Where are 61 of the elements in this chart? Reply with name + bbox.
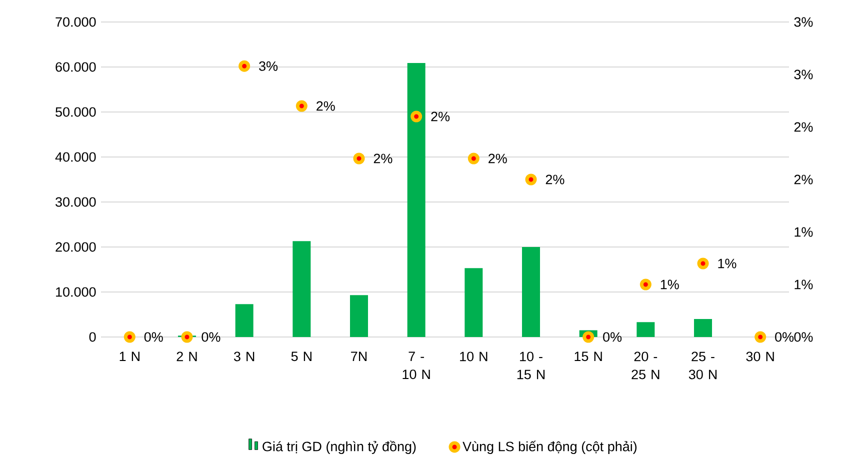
data-label: 1% bbox=[718, 258, 736, 268]
data-label: 0% bbox=[144, 332, 163, 342]
data-label: 0% bbox=[775, 332, 794, 342]
x-tick-label: 5 N bbox=[291, 352, 312, 362]
point bbox=[238, 60, 250, 72]
x-tick-label: 1 N bbox=[120, 352, 140, 361]
y-tick-label: 30.000 bbox=[56, 197, 96, 207]
point bbox=[697, 258, 709, 270]
x-tick-label: 7N bbox=[351, 352, 367, 361]
data-label: 2% bbox=[374, 154, 392, 164]
point bbox=[124, 331, 136, 343]
y-tick-label: 0 bbox=[89, 332, 96, 342]
y2-tick-label: 0% bbox=[794, 332, 813, 342]
x-tick-label: 3 N bbox=[234, 352, 254, 362]
bar bbox=[292, 241, 311, 337]
point bbox=[754, 331, 766, 343]
y-tick-label: 20.000 bbox=[56, 242, 96, 252]
point bbox=[410, 110, 422, 122]
data-label: 2% bbox=[431, 112, 450, 122]
point bbox=[582, 331, 594, 343]
x-tick-label: 2 N bbox=[176, 352, 197, 362]
y-tick-label: 60.000 bbox=[56, 62, 96, 72]
bar bbox=[636, 322, 655, 337]
point bbox=[353, 152, 365, 164]
data-label: 1% bbox=[660, 280, 679, 290]
y2-tick-label: 1% bbox=[794, 227, 813, 237]
point bbox=[468, 152, 480, 164]
bar bbox=[407, 62, 426, 337]
data-label: 0% bbox=[202, 332, 220, 342]
point bbox=[525, 174, 537, 186]
legend-label: Vùng LS biến động (cột phải) bbox=[462, 440, 637, 454]
x-tick-label: 25 - 30 N bbox=[688, 352, 717, 380]
point bbox=[640, 278, 652, 290]
legend-label: Giá trị GD (nghìn tỷ đồng) bbox=[262, 440, 416, 454]
y-tick-label: 70.000 bbox=[56, 17, 96, 27]
x-tick-label: 15 N bbox=[574, 352, 602, 362]
point bbox=[296, 100, 308, 112]
data-label: 0% bbox=[603, 332, 622, 342]
y2-tick-label: 1% bbox=[794, 280, 813, 290]
y2-tick-label: 2% bbox=[794, 122, 813, 132]
point bbox=[181, 331, 193, 343]
y2-tick-label: 3% bbox=[794, 70, 813, 80]
bar bbox=[522, 247, 540, 337]
data-label: 2% bbox=[546, 174, 564, 184]
bar bbox=[694, 319, 712, 337]
bar bbox=[235, 304, 254, 337]
y2-tick-label: 2% bbox=[794, 174, 813, 184]
x-tick-label: 7 - 10 N bbox=[402, 352, 430, 380]
y-tick-label: 40.000 bbox=[55, 152, 96, 162]
y-tick-label: 10.000 bbox=[56, 287, 96, 297]
data-label: 3% bbox=[259, 61, 278, 71]
bar bbox=[464, 268, 483, 337]
x-tick-label: 10 - 15 N bbox=[517, 352, 545, 380]
y2-tick-label: 3% bbox=[794, 17, 813, 27]
data-label: 2% bbox=[316, 101, 335, 111]
data-label: 2% bbox=[488, 154, 507, 164]
x-tick-label: 30 N bbox=[746, 352, 774, 362]
y-tick-label: 50.000 bbox=[56, 107, 96, 117]
x-tick-label: 20 - 25 N bbox=[632, 352, 660, 380]
x-tick-label: 10 N bbox=[460, 352, 488, 362]
bar bbox=[350, 295, 368, 337]
